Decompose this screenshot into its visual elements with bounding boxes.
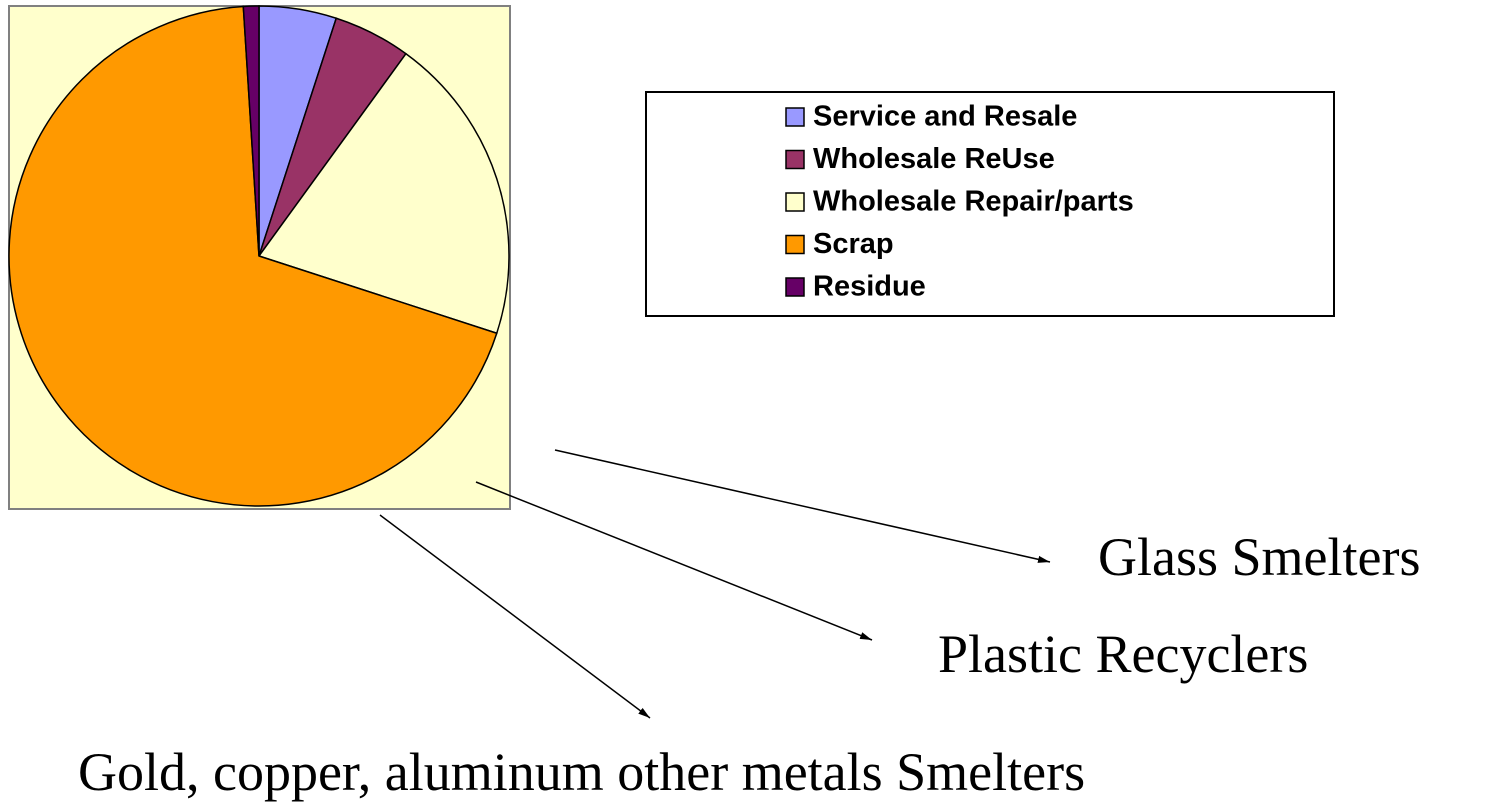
legend-label: Service and Resale [813,101,1077,133]
legend-swatch [785,192,805,212]
legend-label: Wholesale Repair/parts [813,186,1134,218]
legend-label: Wholesale ReUse [813,143,1055,175]
legend-swatch [785,277,805,297]
legend-swatch [785,234,805,255]
legend-label: Scrap [813,228,894,260]
pie-slice [242,5,260,257]
annotation: Glass Smelters [1098,527,1420,587]
legend-swatch [785,107,805,127]
legend-label: Residue [813,271,926,303]
legend [645,91,1335,317]
legend-swatch [785,149,805,170]
annotation: Plastic Recyclers [938,624,1308,684]
arrow [379,514,651,719]
pie-slice [8,5,498,507]
pie-slice [257,52,510,335]
arrow [554,449,1051,563]
arrow [475,481,873,641]
annotation: Gold, copper, aluminum other metals Smel… [78,742,1085,802]
